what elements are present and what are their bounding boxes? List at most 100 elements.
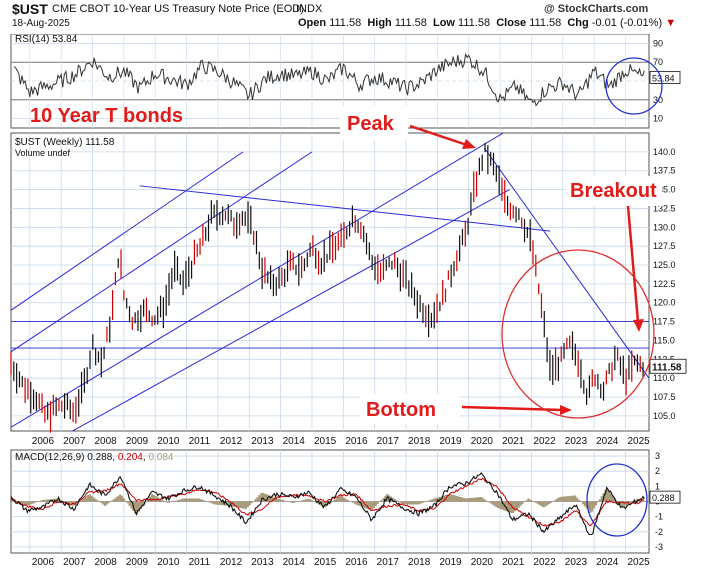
macd-hist-bar (241, 501, 244, 509)
price-xtick-label: 2015 (314, 436, 337, 447)
macd-xtick-label: 2013 (251, 557, 274, 568)
macd-hist-bar (578, 499, 581, 502)
macd-hist-bar (220, 501, 223, 506)
macd-hist-bar (499, 501, 502, 509)
price-xtick-label: 2010 (157, 436, 180, 447)
price-xtick-label: 2009 (126, 436, 149, 447)
macd-hist-bar (216, 501, 219, 505)
macd-hist-bar (230, 501, 233, 507)
macd-hist-bar (184, 498, 187, 502)
chg-label: Chg (567, 17, 589, 29)
macd-hist-bar (222, 501, 225, 506)
macd-hist-bar (136, 501, 139, 515)
macd-hist-bar (482, 498, 485, 502)
macd-hist-bar (21, 501, 24, 505)
macd-hist-bar (70, 501, 73, 505)
macd-hist-bar (190, 498, 193, 502)
channel-mid-line (11, 151, 313, 353)
bottom-zone-circle (501, 249, 655, 419)
macd-xtick-label: 2016 (345, 557, 368, 568)
macd-hist-bar (634, 499, 637, 502)
chg-value: -0.01 (-0.01%) (591, 17, 663, 29)
macd-hist-bar (393, 499, 396, 502)
price-ytick-label: 130.0 (653, 222, 676, 232)
macd-hist-bar (476, 497, 479, 502)
macd-hist-bar (463, 498, 466, 502)
macd-hist-bar (342, 497, 345, 502)
macd-hist-bar (141, 501, 144, 507)
price-xtick-label: 2018 (408, 436, 431, 447)
macd-hist-bar (495, 501, 498, 508)
macd-hist-bar (576, 497, 579, 502)
macd-hist-bar (239, 501, 242, 508)
macd-hist-bar (224, 501, 227, 506)
macd-hist-bar (265, 494, 268, 502)
macd-hist-bar (604, 489, 607, 502)
macd-ytick-label: 2 (655, 466, 660, 476)
macd-hist-bar (358, 501, 360, 506)
macd-hist-bar (262, 492, 265, 502)
macd-hist-bar (282, 500, 285, 502)
macd-signal-line (10, 477, 645, 527)
axis-layer: 105.0107.5110.0112.5115.0117.5120.0122.5… (32, 38, 687, 568)
price-ytick-label: 117.5 (653, 317, 675, 327)
price-xtick-label: 2017 (377, 436, 400, 447)
macd-hist-bar (401, 501, 404, 505)
macd-hist-bar (198, 498, 201, 502)
macd-hist-bar (467, 498, 470, 502)
macd-hist-bar (382, 497, 385, 502)
macd-hist-bar (162, 500, 165, 502)
rsi-ytick-label: 90 (653, 38, 663, 48)
macd-hist-bar (433, 498, 436, 502)
macd-hist-bar (85, 496, 88, 502)
macd-hist-bar (600, 496, 603, 502)
macd-hist-bar (461, 497, 464, 502)
macd-hist-bar (23, 501, 26, 506)
macd-hist-bar (376, 501, 379, 504)
macd-hist-bar (553, 500, 556, 502)
macd-hist-bar (468, 498, 471, 502)
macd-hist-bar (534, 501, 537, 503)
macd-hist-bar (301, 500, 304, 502)
macd-hist-bar (341, 496, 344, 502)
macd-hist-bar (380, 499, 383, 502)
macd-hist-bar (258, 495, 261, 502)
macd-hist-bar (598, 499, 601, 502)
price-ytick-label: 132.5 (653, 203, 676, 213)
macd-hist-bar (544, 501, 547, 507)
macd-hist-bar (226, 501, 229, 506)
price-xtick-label: 2024 (596, 436, 619, 447)
macd-hist-bar (484, 499, 487, 502)
macd-hist-bar (316, 501, 319, 504)
price-ytick-label: 135.0 (653, 185, 676, 195)
macd-xtick-label: 2024 (596, 557, 619, 568)
macd-hist-bar (583, 501, 586, 507)
macd-hist-bar (179, 499, 182, 502)
price-last-value: 111.58 (652, 362, 682, 373)
macd-hist-bar (314, 501, 317, 503)
macd-hist-bar (489, 501, 492, 504)
macd-hist-bar (619, 501, 622, 506)
macd-hist-bar (260, 493, 263, 502)
macd-hist-bar (102, 501, 105, 505)
rsi-line (13, 52, 645, 107)
peak-box (340, 106, 408, 140)
macd-hist-bar (450, 494, 453, 502)
macd-hist-bar (73, 501, 76, 506)
macd-hist-bar (523, 501, 526, 503)
macd-hist-bar (525, 500, 528, 502)
macd-hist-bar (186, 498, 189, 502)
macd-xtick-label: 2011 (189, 557, 211, 568)
macd-legend: MACD(12,26,9) 0.288, 0.204, 0.084 (15, 452, 174, 463)
macd-hist-bar (26, 501, 29, 506)
macd-hist-bar (294, 501, 297, 503)
macd-hist-bar (322, 501, 325, 507)
price-ytick-label: 122.5 (653, 279, 676, 289)
macd-hist-bar (593, 501, 596, 509)
macd-ytick-label: -3 (655, 542, 663, 552)
macd-hist-bar (45, 499, 48, 502)
macd-hist-bar (559, 496, 562, 502)
close-value: 111.58 (529, 17, 562, 29)
macd-hist-bar (506, 501, 509, 512)
title-annotation: 10 Year T bonds (30, 105, 183, 127)
